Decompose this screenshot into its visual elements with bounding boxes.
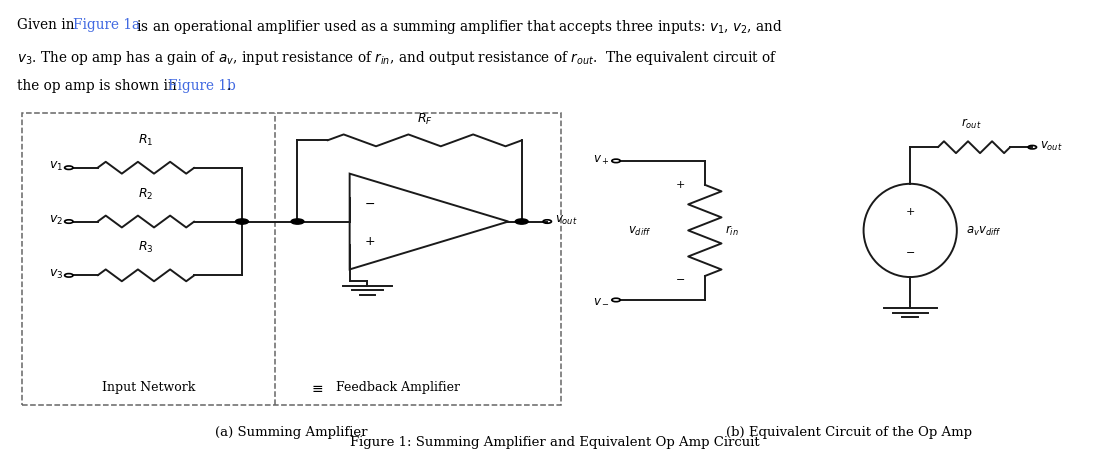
Text: $R_1$: $R_1$ (139, 132, 153, 147)
Text: $v_{out}$: $v_{out}$ (555, 214, 577, 227)
Text: $v_3$. The op amp has a gain of $a_v$, input resistance of $r_{in}$, and output : $v_3$. The op amp has a gain of $a_v$, i… (17, 49, 777, 66)
Text: $v_{diff}$: $v_{diff}$ (628, 224, 652, 238)
Text: Given in: Given in (17, 18, 79, 32)
Text: $R_F$: $R_F$ (416, 111, 433, 126)
Text: $\equiv$: $\equiv$ (309, 380, 323, 394)
Text: the op amp is shown in: the op amp is shown in (17, 79, 181, 93)
Text: $+$: $+$ (364, 235, 375, 248)
Text: $-$: $-$ (675, 273, 686, 283)
Text: Figure 1b: Figure 1b (168, 79, 235, 93)
Text: $-$: $-$ (905, 245, 916, 255)
Text: $a_v v_{diff}$: $a_v v_{diff}$ (966, 224, 1001, 238)
Text: $v_-$: $v_-$ (593, 292, 609, 305)
Circle shape (515, 219, 528, 225)
Circle shape (291, 219, 304, 225)
Text: (b) Equivalent Circuit of the Op Amp: (b) Equivalent Circuit of the Op Amp (726, 425, 972, 439)
Text: Feedback Amplifier: Feedback Amplifier (336, 380, 461, 393)
Text: Figure 1a: Figure 1a (73, 18, 140, 32)
Text: $+$: $+$ (675, 179, 686, 190)
Text: $v_3$: $v_3$ (49, 268, 63, 280)
Circle shape (235, 219, 249, 225)
Text: $v_2$: $v_2$ (49, 214, 63, 227)
Text: $r_{in}$: $r_{in}$ (725, 224, 738, 238)
Text: (a) Summing Amplifier: (a) Summing Amplifier (215, 425, 367, 439)
Text: Figure 1: Summing Amplifier and Equivalent Op Amp Circuit: Figure 1: Summing Amplifier and Equivale… (350, 435, 760, 448)
Bar (22, 114, 561, 405)
Text: $v_1$: $v_1$ (49, 160, 63, 173)
Text: $R_3$: $R_3$ (138, 240, 154, 255)
Text: .: . (226, 79, 231, 93)
Text: $r_{out}$: $r_{out}$ (961, 116, 981, 131)
Text: $R_2$: $R_2$ (139, 186, 153, 201)
Text: $+$: $+$ (905, 206, 916, 217)
Text: Input Network: Input Network (102, 380, 195, 393)
Text: $v_+$: $v_+$ (593, 153, 609, 166)
Text: $v_{out}$: $v_{out}$ (1040, 140, 1062, 152)
Text: is an operational amplifier used as a summing amplifier that accepts three input: is an operational amplifier used as a su… (132, 18, 783, 36)
Text: $-$: $-$ (364, 197, 375, 209)
